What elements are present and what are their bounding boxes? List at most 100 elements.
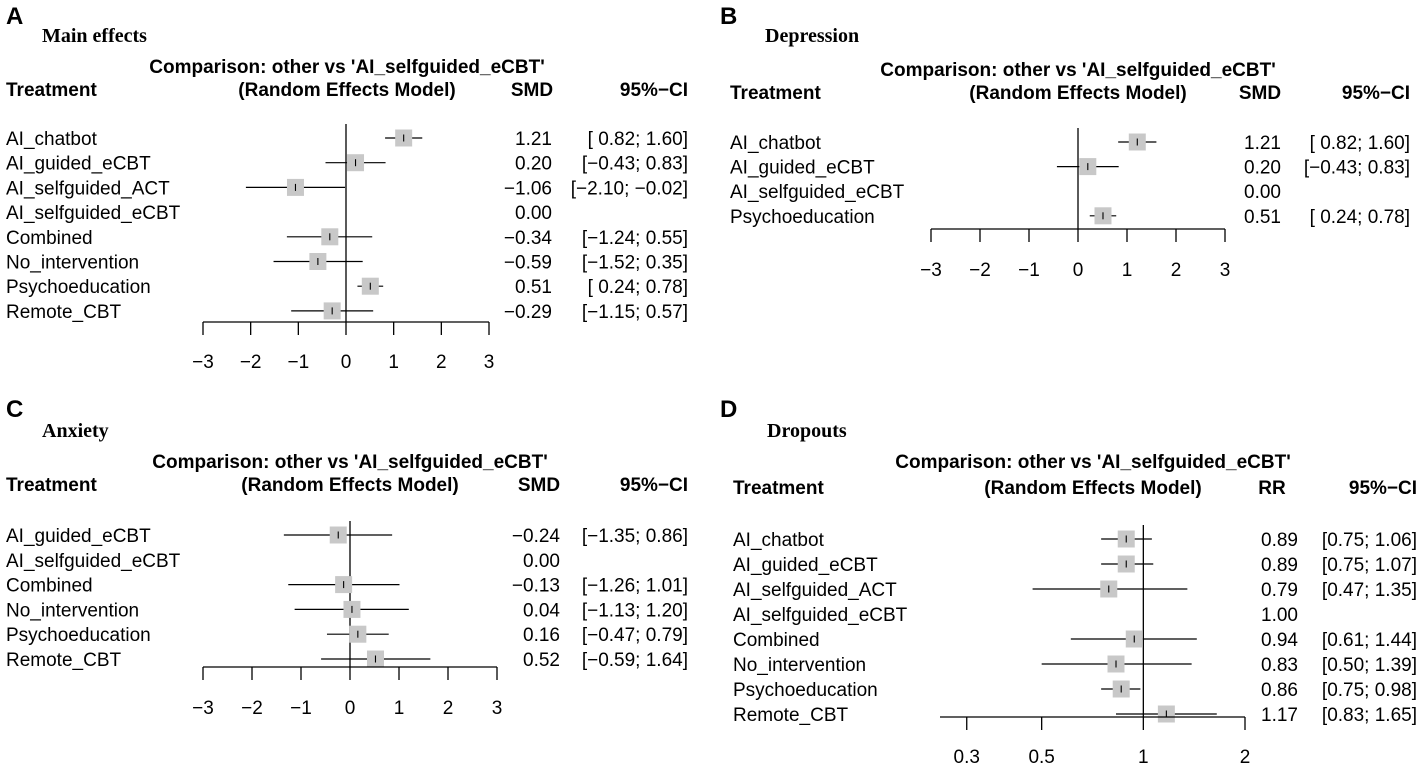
ci-value: [−0.43; 0.83] (1304, 158, 1410, 179)
x-tick-label: −2 (969, 260, 991, 281)
row-label: AI_selfguided_eCBT (730, 182, 905, 203)
row-label: AI_selfguided_eCBT (6, 551, 181, 572)
row-label: Psychoeducation (6, 277, 151, 298)
panel-title: Anxiety (42, 420, 109, 442)
row-label: AI_selfguided_eCBT (6, 203, 181, 224)
ci-value: [0.75; 1.06] (1322, 530, 1417, 551)
ci-column-header: 95%−CI (620, 475, 688, 496)
estimate-value: 0.20 (1244, 158, 1281, 179)
x-tick-label: 2 (436, 352, 447, 373)
ci-value: [ 0.24; 0.78] (1310, 207, 1410, 228)
ci-value: [−1.52; 0.35] (582, 253, 688, 274)
forest-panel-b: B Depression Comparison: other vs 'AI_self… (720, 3, 1410, 281)
model-header: (Random Effects Model) (241, 475, 458, 496)
x-tick-label: 3 (484, 352, 495, 373)
estimate-value: −0.24 (512, 526, 561, 547)
comparison-header: Comparison: other vs 'AI_selfguided_eCBT… (152, 452, 547, 473)
panel-letter: D (720, 396, 737, 423)
estimate-value: 1.00 (1261, 605, 1298, 626)
treatment-column-header: Treatment (6, 475, 97, 496)
x-tick-label: −2 (240, 352, 262, 373)
row-label: Remote_CBT (6, 302, 121, 323)
x-tick-label: −3 (920, 260, 942, 281)
row-label: Psychoeducation (730, 207, 875, 228)
panel-title: Depression (765, 25, 859, 47)
row-label: Remote_CBT (733, 705, 848, 726)
x-tick-label: 1 (394, 698, 405, 719)
ci-value: [−1.13; 1.20] (582, 600, 688, 621)
ci-value: [−0.47; 0.79] (582, 625, 688, 646)
row-label: AI_selfguided_eCBT (733, 605, 908, 626)
estimate-value: 0.04 (523, 600, 560, 621)
forest-panel-c: C Anxiety Comparison: other vs 'AI_selfgui… (6, 396, 688, 719)
x-tick-label: 1 (1138, 747, 1149, 768)
ci-value: [−1.26; 1.01] (582, 576, 688, 597)
estimate-value: 0.79 (1261, 580, 1298, 601)
ci-column-header: 95%−CI (1342, 83, 1410, 104)
x-tick-label: 0.3 (954, 747, 980, 768)
ci-value: [0.75; 0.98] (1322, 680, 1417, 701)
ci-value: [−0.59; 1.64] (582, 650, 688, 671)
row-label: AI_chatbot (733, 530, 825, 551)
row-label: AI_guided_eCBT (733, 555, 878, 576)
x-tick-label: 1 (1122, 260, 1133, 281)
ci-value: [−0.43; 0.83] (582, 154, 688, 175)
panel-letter: B (720, 3, 737, 30)
x-tick-label: 2 (1171, 260, 1182, 281)
forest-panel-d: D Dropouts Comparison: other vs 'AI_selfgu… (720, 396, 1417, 768)
row-label: AI_guided_eCBT (6, 526, 151, 547)
row-label: No_intervention (733, 655, 866, 676)
estimate-value: 0.83 (1261, 655, 1298, 676)
ci-column-header: 95%−CI (1349, 478, 1417, 499)
x-tick-label: −1 (287, 352, 309, 373)
estimate-value: −0.34 (504, 228, 553, 249)
ci-value: [ 0.24; 0.78] (588, 277, 688, 298)
row-label: Psychoeducation (733, 680, 878, 701)
treatment-column-header: Treatment (730, 83, 821, 104)
estimate-value: −0.29 (504, 302, 552, 323)
row-label: AI_selfguided_ACT (733, 580, 897, 601)
x-tick-label: −1 (1018, 260, 1040, 281)
treatment-column-header: Treatment (733, 478, 824, 499)
x-tick-label: 1 (388, 352, 399, 373)
estimate-value: −0.13 (512, 576, 560, 597)
estimate-value: 0.16 (523, 625, 560, 646)
ci-value: [0.61; 1.44] (1322, 630, 1417, 651)
row-label: Psychoeducation (6, 625, 151, 646)
row-label: AI_chatbot (730, 133, 822, 154)
estimate-value: 0.89 (1261, 555, 1298, 576)
estimate-value: 0.94 (1261, 630, 1298, 651)
panel-title: Dropouts (767, 420, 847, 442)
estimate-value: 0.20 (515, 154, 552, 175)
row-label: Combined (733, 630, 820, 651)
model-header: (Random Effects Model) (984, 478, 1201, 499)
x-tick-label: 2 (443, 698, 454, 719)
x-tick-label: 0.5 (1028, 747, 1054, 768)
measure-column-header: SMD (518, 475, 560, 496)
row-label: Combined (6, 228, 93, 249)
estimate-value: 0.86 (1261, 680, 1298, 701)
panel-title: Main effects (42, 25, 147, 47)
x-tick-label: −3 (192, 352, 214, 373)
row-label: AI_guided_eCBT (730, 158, 875, 179)
ci-value: [0.83; 1.65] (1322, 705, 1417, 726)
measure-column-header: SMD (1239, 83, 1281, 104)
row-label: AI_guided_eCBT (6, 154, 151, 175)
row-label: No_intervention (6, 253, 139, 274)
estimate-value: 0.52 (523, 650, 560, 671)
panel-letter: C (6, 396, 23, 423)
ci-column-header: 95%−CI (620, 80, 688, 101)
x-tick-label: 0 (341, 352, 352, 373)
x-tick-label: 3 (1220, 260, 1231, 281)
comparison-header: Comparison: other vs 'AI_selfguided_eCBT… (149, 57, 544, 78)
x-tick-label: 2 (1240, 747, 1251, 768)
treatment-column-header: Treatment (6, 80, 97, 101)
row-label: No_intervention (6, 600, 139, 621)
ci-value: [ 0.82; 1.60] (588, 129, 688, 150)
ci-value: [ 0.82; 1.60] (1310, 133, 1410, 154)
estimate-value: 0.00 (1244, 182, 1281, 203)
estimate-value: 0.51 (515, 277, 552, 298)
row-label: AI_chatbot (6, 129, 98, 150)
